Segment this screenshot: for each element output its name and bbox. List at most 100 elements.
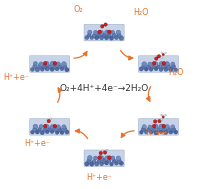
Circle shape (160, 119, 162, 121)
Circle shape (152, 62, 155, 65)
Circle shape (164, 114, 165, 116)
Circle shape (170, 127, 175, 132)
Circle shape (107, 156, 111, 159)
Circle shape (173, 68, 177, 72)
Circle shape (144, 67, 147, 71)
Circle shape (35, 67, 39, 72)
Circle shape (64, 68, 69, 72)
Circle shape (98, 156, 103, 160)
Circle shape (96, 33, 101, 38)
Circle shape (158, 68, 162, 71)
Circle shape (50, 130, 54, 133)
Circle shape (110, 30, 114, 34)
Circle shape (98, 30, 103, 35)
Circle shape (103, 151, 106, 154)
Circle shape (149, 130, 152, 134)
Circle shape (53, 124, 56, 128)
Circle shape (84, 36, 88, 40)
Circle shape (165, 65, 170, 69)
Circle shape (154, 57, 157, 60)
Circle shape (144, 130, 147, 134)
Circle shape (38, 128, 41, 131)
Circle shape (147, 62, 151, 66)
FancyBboxPatch shape (138, 56, 178, 72)
Circle shape (43, 62, 47, 65)
Circle shape (138, 67, 143, 71)
Circle shape (50, 125, 55, 129)
FancyBboxPatch shape (29, 119, 69, 135)
Circle shape (151, 65, 155, 69)
Circle shape (107, 30, 111, 34)
Circle shape (87, 33, 91, 37)
Circle shape (40, 131, 44, 135)
Circle shape (118, 36, 123, 40)
Circle shape (47, 119, 50, 123)
Circle shape (173, 130, 177, 134)
Circle shape (42, 128, 46, 132)
Circle shape (114, 162, 118, 165)
Circle shape (156, 65, 160, 69)
Circle shape (60, 67, 63, 71)
Circle shape (37, 64, 42, 69)
Circle shape (168, 130, 172, 134)
Circle shape (161, 62, 165, 65)
Circle shape (93, 30, 97, 34)
Circle shape (53, 62, 56, 65)
Circle shape (161, 116, 164, 118)
Circle shape (152, 62, 157, 67)
Circle shape (110, 156, 114, 160)
Circle shape (90, 36, 93, 40)
Text: H₂O: H₂O (168, 68, 183, 77)
Circle shape (32, 128, 37, 132)
Circle shape (48, 128, 51, 132)
FancyBboxPatch shape (84, 24, 124, 41)
Circle shape (97, 30, 101, 34)
Text: H⁺+e⁻: H⁺+e⁻ (145, 129, 171, 137)
Circle shape (60, 131, 63, 134)
Circle shape (99, 36, 103, 40)
Text: H⁺+e⁻: H⁺+e⁻ (86, 173, 112, 182)
Circle shape (158, 62, 163, 66)
Circle shape (62, 127, 67, 132)
Circle shape (48, 65, 51, 69)
Text: O₂: O₂ (74, 5, 83, 14)
Circle shape (160, 57, 162, 58)
Circle shape (164, 62, 169, 66)
Circle shape (147, 125, 151, 129)
Circle shape (111, 33, 116, 37)
Circle shape (40, 67, 44, 71)
Circle shape (156, 55, 160, 58)
Circle shape (33, 124, 37, 129)
Circle shape (161, 128, 165, 132)
Circle shape (55, 131, 59, 134)
Circle shape (64, 130, 69, 134)
Circle shape (107, 33, 111, 38)
Circle shape (157, 119, 160, 123)
Circle shape (92, 34, 96, 38)
Circle shape (116, 156, 120, 160)
Circle shape (62, 64, 67, 69)
Circle shape (141, 65, 145, 69)
Circle shape (30, 67, 34, 71)
Circle shape (163, 67, 167, 71)
Circle shape (151, 128, 155, 132)
Circle shape (164, 52, 165, 54)
FancyBboxPatch shape (138, 119, 178, 135)
Circle shape (160, 114, 162, 116)
FancyBboxPatch shape (29, 56, 69, 72)
Circle shape (152, 124, 155, 128)
Circle shape (116, 30, 120, 35)
Circle shape (44, 124, 49, 129)
Circle shape (104, 161, 108, 165)
Circle shape (104, 36, 108, 40)
Circle shape (53, 128, 56, 132)
Circle shape (92, 159, 96, 163)
Circle shape (45, 130, 49, 134)
Circle shape (94, 162, 98, 166)
Circle shape (87, 30, 91, 34)
Circle shape (164, 125, 169, 129)
Circle shape (101, 159, 106, 163)
Circle shape (149, 67, 152, 71)
Circle shape (107, 159, 110, 163)
Circle shape (168, 67, 172, 72)
